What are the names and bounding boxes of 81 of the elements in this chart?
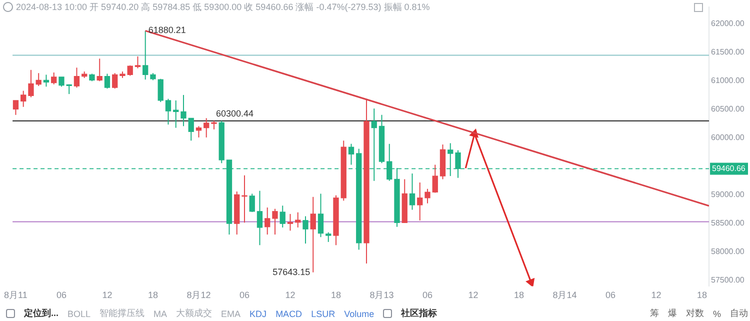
candlestick xyxy=(180,94,186,127)
candlestick xyxy=(196,126,202,138)
text: 智能撑压线 xyxy=(100,307,145,320)
text: MACD xyxy=(276,308,302,318)
candlestick xyxy=(96,58,102,82)
candlestick xyxy=(287,213,294,232)
x-tick-label: 12 xyxy=(102,290,112,300)
x-tick-label: 12 xyxy=(285,290,296,300)
candlestick xyxy=(142,30,148,80)
annotation: 60300.44 xyxy=(216,108,254,118)
candlestick xyxy=(20,90,26,108)
candlestick xyxy=(58,76,64,88)
candlestick xyxy=(74,67,80,88)
text: Volume xyxy=(344,308,374,318)
candlestick xyxy=(36,72,42,86)
y-tick-label: 62000.00 xyxy=(711,19,745,28)
y-tick-label: 58500.00 xyxy=(711,218,745,228)
y-tick-label: 59000.00 xyxy=(711,190,745,200)
candlestick xyxy=(158,78,164,103)
text: EMA xyxy=(221,308,241,318)
text: 筹 xyxy=(650,307,659,320)
chart-title: 2024-08-13 10:00 开 59740.20 高 59784.85 低 59300.00 收 59460.66 涨幅 -0.47%(-279.53) 振幅 0.81% xyxy=(16,1,430,14)
text: 大额成交 xyxy=(176,307,212,320)
x-tick-label: 06 xyxy=(56,290,66,300)
candlestick xyxy=(272,208,278,236)
x-tick-label: 06 xyxy=(422,290,433,300)
candlestick xyxy=(318,193,324,238)
candlestick xyxy=(326,232,332,242)
candlestick xyxy=(51,72,57,85)
candlestick xyxy=(295,212,301,228)
y-tick-label: 60500.00 xyxy=(711,104,745,114)
candlestick xyxy=(165,98,172,126)
x-tick-label: 12 xyxy=(651,290,662,300)
candlestick xyxy=(28,69,34,98)
text: 自动 xyxy=(730,307,748,320)
x-tick-label: 18 xyxy=(148,290,158,300)
candlestick xyxy=(256,190,263,246)
text: 定位到... xyxy=(24,307,59,320)
candlestick xyxy=(417,182,423,221)
x-tick-label: 8月13 xyxy=(370,290,394,300)
text: MA xyxy=(154,308,168,318)
annotation: 57643.15 xyxy=(272,266,310,277)
candlestick xyxy=(310,196,316,273)
text: BOLL xyxy=(68,308,91,318)
candlestick xyxy=(188,118,194,142)
candlestick xyxy=(409,172,416,210)
annotation: 61880.21 xyxy=(148,25,186,36)
candlestick xyxy=(348,143,354,166)
candlestick xyxy=(104,73,110,90)
y-tick-label: 61500.00 xyxy=(711,48,745,57)
candlestick xyxy=(249,193,255,213)
x-tick-label: 18 xyxy=(697,290,708,300)
text: 对数 xyxy=(686,307,704,320)
x-tick-label: 8月11 xyxy=(4,290,28,300)
text: KDJ xyxy=(250,308,267,318)
x-tick-label: 8月14 xyxy=(552,290,577,300)
x-tick-label: 18 xyxy=(514,290,524,300)
text: 爆 xyxy=(668,307,677,320)
candlestick xyxy=(204,118,210,138)
candlestick xyxy=(280,205,286,228)
x-tick-label: 06 xyxy=(239,290,250,300)
candlestick xyxy=(432,164,438,194)
candlestick xyxy=(424,188,430,204)
ref-line-label: 59460.66 xyxy=(712,164,746,173)
x-tick-label: 18 xyxy=(330,290,341,300)
candlestick xyxy=(43,74,50,88)
text: 社区指标 xyxy=(401,307,438,320)
candlestick xyxy=(112,72,118,90)
x-tick-label: 12 xyxy=(468,290,478,300)
x-tick-label: 06 xyxy=(606,290,616,300)
y-tick-label: 61000.00 xyxy=(711,76,745,86)
candlestick xyxy=(302,216,308,244)
text: LSUR xyxy=(311,308,336,318)
candlestick xyxy=(134,56,141,69)
candlestick xyxy=(264,207,270,236)
x-tick-label: 8月12 xyxy=(186,290,211,300)
y-tick-label: 58000.00 xyxy=(711,247,745,256)
text: % xyxy=(712,308,721,318)
y-tick-label: 60000.00 xyxy=(711,133,745,142)
y-tick-label: 57500.00 xyxy=(711,276,745,285)
candlestick xyxy=(12,100,19,116)
